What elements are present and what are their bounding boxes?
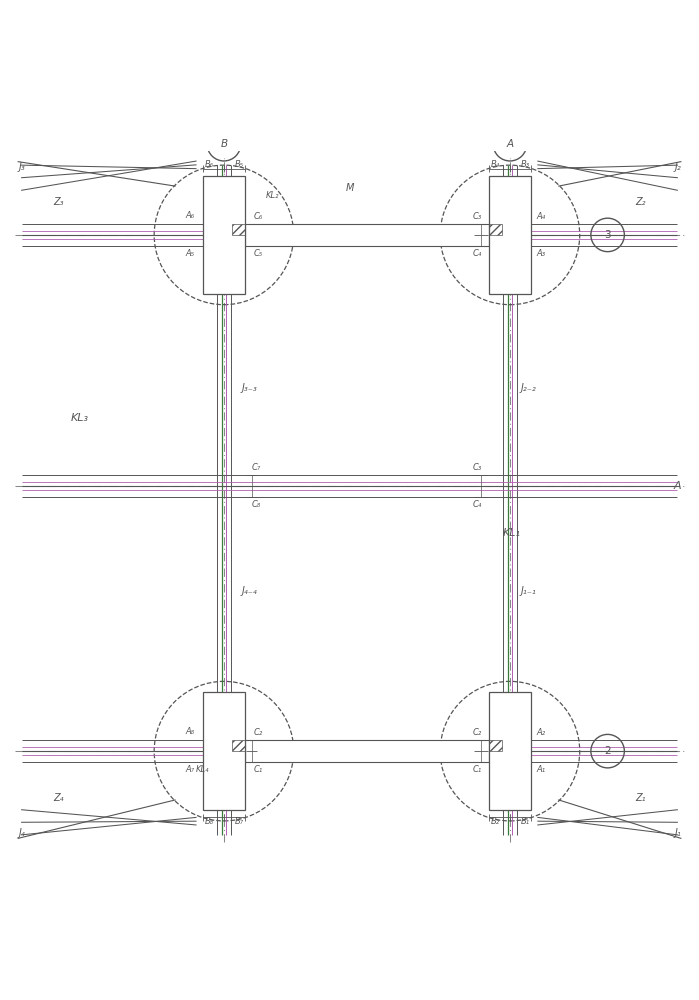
Text: C₃: C₃: [473, 463, 482, 472]
Text: C₄: C₄: [473, 249, 482, 258]
Text: C₇: C₇: [252, 463, 261, 472]
Bar: [203, 692, 245, 810]
Text: J₂₋₂: J₂₋₂: [521, 383, 536, 393]
Text: A₆: A₆: [185, 211, 194, 220]
Text: B₈: B₈: [204, 817, 213, 826]
Text: KL₃: KL₃: [71, 413, 89, 423]
Bar: [232, 224, 245, 235]
Text: J₄₋₄: J₄₋₄: [241, 586, 257, 596]
Text: B: B: [220, 139, 227, 149]
Text: C₂: C₂: [253, 728, 263, 737]
Text: Z₃: Z₃: [53, 197, 64, 207]
Text: B₆: B₆: [204, 160, 213, 169]
Text: 2: 2: [605, 746, 611, 756]
Text: B₄: B₄: [491, 160, 500, 169]
Text: A₃: A₃: [536, 249, 546, 258]
Text: M: M: [345, 183, 354, 193]
Bar: [489, 692, 531, 810]
Text: A₄: A₄: [536, 212, 546, 221]
Text: B₃: B₃: [521, 160, 530, 169]
Text: J₁₋₁: J₁₋₁: [521, 586, 536, 596]
Text: C₂: C₂: [473, 728, 482, 737]
Bar: [489, 740, 502, 751]
Text: B₂: B₂: [491, 817, 500, 826]
Text: Z₁: Z₁: [635, 793, 646, 803]
Text: B₅: B₅: [234, 160, 243, 169]
Text: KL₄: KL₄: [196, 765, 210, 774]
Text: A₇: A₇: [185, 765, 194, 774]
Text: KL₁: KL₁: [503, 528, 521, 538]
Bar: [203, 176, 245, 294]
Text: B₁: B₁: [521, 817, 530, 826]
Text: KL₂: KL₂: [266, 191, 280, 200]
Text: 3: 3: [605, 230, 611, 240]
Bar: [489, 176, 531, 294]
Text: A₂: A₂: [536, 728, 546, 737]
Text: C₆: C₆: [253, 212, 263, 221]
Text: J₄: J₄: [18, 828, 25, 838]
Text: Z₂: Z₂: [635, 197, 646, 207]
Text: A₅: A₅: [185, 249, 194, 258]
Text: J₃₋₃: J₃₋₃: [241, 383, 257, 393]
Text: C₃: C₃: [473, 212, 482, 221]
Text: Z₄: Z₄: [53, 793, 64, 803]
Text: J₁: J₁: [674, 828, 681, 838]
Text: A₈: A₈: [185, 727, 194, 736]
Text: C₈: C₈: [252, 500, 261, 509]
Bar: [245, 224, 489, 246]
Text: A: A: [506, 139, 514, 149]
Text: C₁: C₁: [473, 765, 482, 774]
Bar: [232, 740, 245, 751]
Bar: [489, 224, 502, 235]
Bar: [245, 740, 489, 762]
Text: A₁: A₁: [536, 765, 546, 774]
Text: A: A: [673, 481, 681, 491]
Text: B₇: B₇: [234, 817, 243, 826]
Text: J₃: J₃: [18, 162, 25, 172]
Text: C₄: C₄: [473, 500, 482, 509]
Text: J₂: J₂: [674, 162, 681, 172]
Text: C₁: C₁: [253, 765, 263, 774]
Text: C₅: C₅: [253, 249, 263, 258]
